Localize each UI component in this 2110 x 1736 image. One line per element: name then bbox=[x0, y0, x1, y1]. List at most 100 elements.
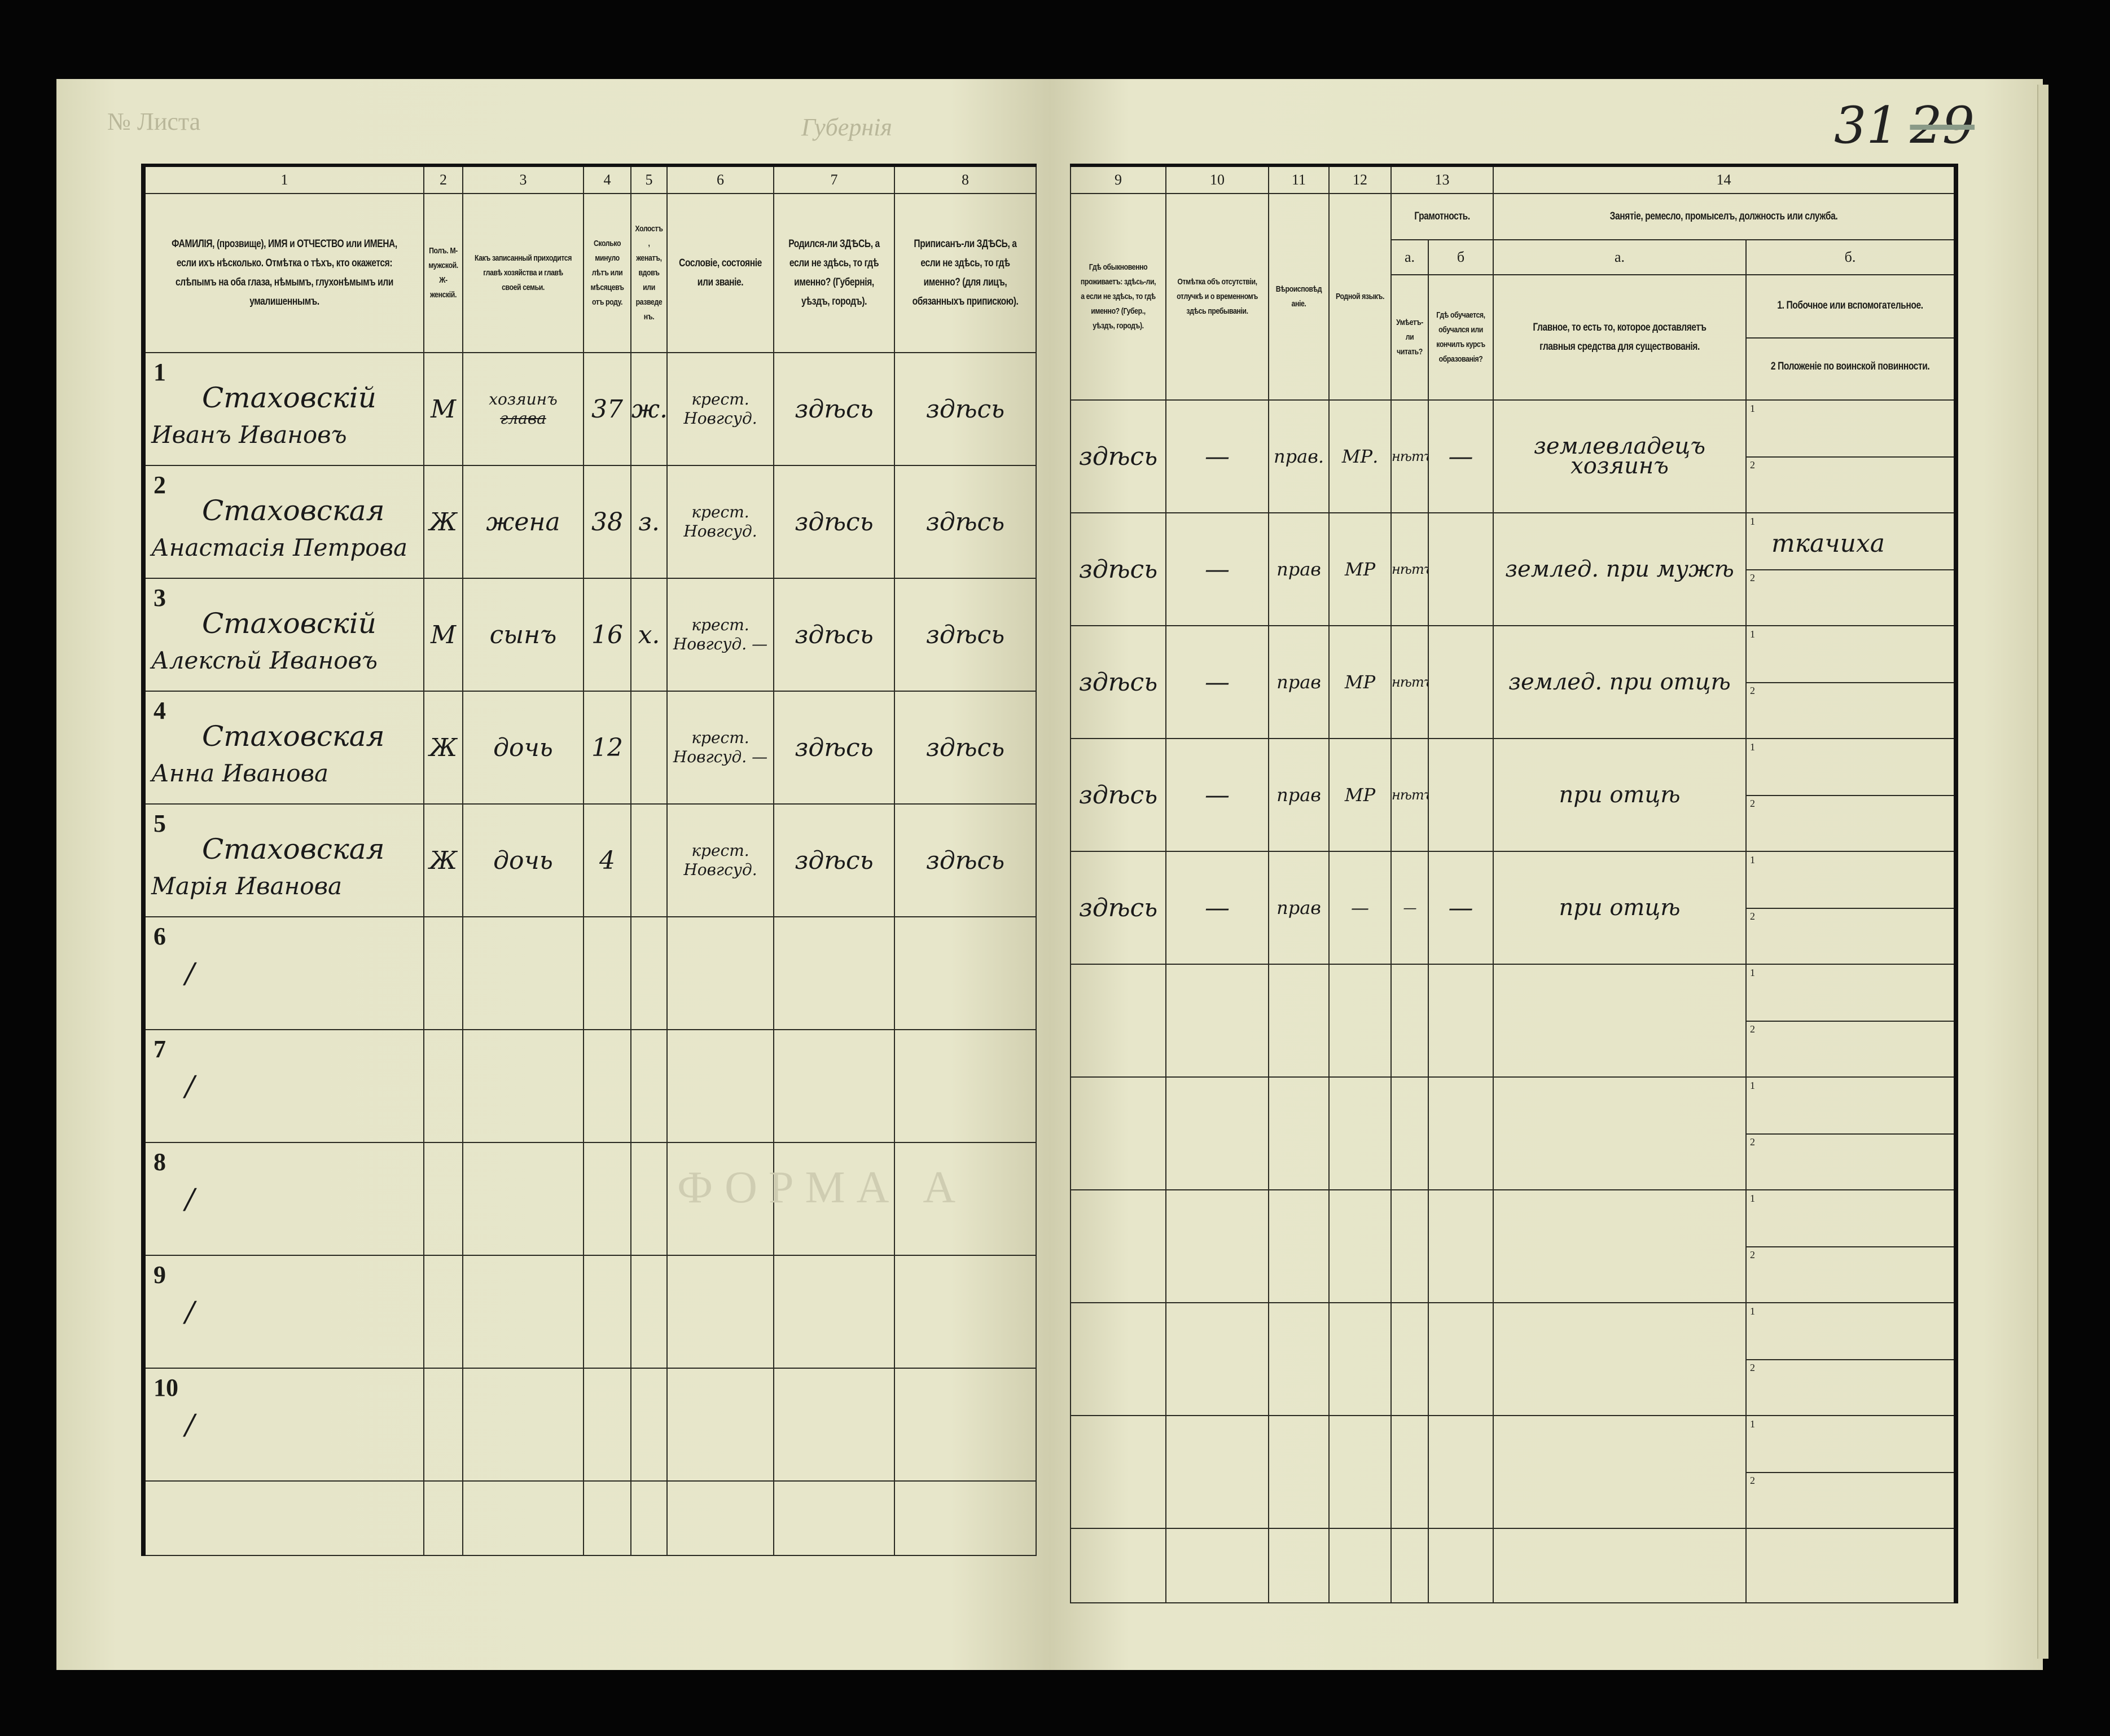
residence-cell bbox=[1070, 1076, 1166, 1190]
surname: Стаховская bbox=[202, 720, 385, 753]
column-number-row: 9 10 11 12 13 14 bbox=[1070, 165, 1957, 194]
column-header: Родился-ли ЗДѢСЬ, а если не здѣсь, то гд… bbox=[773, 193, 895, 353]
column-header: Приписанъ-ли ЗДѢСЬ, а если не здѣсь, то … bbox=[894, 193, 1037, 353]
blank-cell bbox=[630, 1480, 668, 1556]
subcolumn-text: Умѣетъ-ли читать? bbox=[1396, 318, 1423, 357]
occupation-value: при отцѣ bbox=[1559, 894, 1681, 921]
marital-cell: ж. bbox=[630, 352, 668, 466]
absence-cell bbox=[1165, 1302, 1269, 1416]
estate-cell: крест. Новгсуд. — bbox=[666, 578, 774, 692]
sub-marker-1: 1 bbox=[1750, 1193, 1755, 1204]
column-header: ФАМИЛІЯ, (прозвище), ИМЯ и ОТЧЕСТВО или … bbox=[143, 193, 424, 353]
marital-value: х. bbox=[638, 620, 660, 649]
marital-cell bbox=[630, 1029, 668, 1143]
row-number: 5 bbox=[153, 810, 166, 837]
column-number: 14 bbox=[1493, 165, 1957, 194]
marital-cell bbox=[630, 803, 668, 917]
literate-cell: нѣтъ bbox=[1390, 399, 1429, 513]
relation-value: дочь bbox=[493, 733, 553, 762]
sub-marker-1: 1 bbox=[1750, 403, 1755, 414]
subcolumn-text: 2 Положеніе по воинской повинности. bbox=[1770, 361, 1930, 372]
residence-value: здѣсь bbox=[1078, 555, 1158, 584]
column-header-text: Отмѣтка объ отсутствіи, отлучкѣ и о врем… bbox=[1177, 277, 1258, 316]
occupation-cell bbox=[1493, 964, 1747, 1078]
sub-marker-2: 2 bbox=[1750, 1023, 1755, 1035]
column-header: Сколько минуло лѣтъ или мѣсяцевъ отъ род… bbox=[583, 193, 631, 353]
literate-cell bbox=[1390, 964, 1429, 1078]
blank-cell bbox=[583, 1480, 631, 1556]
religion-cell bbox=[1268, 1302, 1330, 1416]
occupation-value: при отцѣ bbox=[1559, 781, 1681, 808]
literate-value: нѣтъ bbox=[1392, 674, 1428, 690]
given-name: Марія Иванова bbox=[151, 872, 343, 900]
marital-cell bbox=[630, 691, 668, 805]
registered-value: здѣсь bbox=[925, 620, 1005, 649]
registered-value: здѣсь bbox=[925, 507, 1005, 537]
census-table-right: 9 10 11 12 13 14 Гдѣ обыкновенно проживаетъ: з… bbox=[1070, 164, 1958, 1603]
born-cell: здѣсь bbox=[773, 578, 895, 692]
estate-cell: крест. Новгсуд. bbox=[666, 465, 774, 579]
age-value: 4 bbox=[599, 846, 615, 875]
absence-cell bbox=[1165, 1189, 1269, 1303]
marital-cell bbox=[630, 1368, 668, 1482]
literate-cell: нѣтъ bbox=[1390, 512, 1429, 626]
marital-cell bbox=[630, 1255, 668, 1369]
relation-cell bbox=[462, 1142, 584, 1256]
blank-cell bbox=[423, 1480, 463, 1556]
sub-marker-2: 2 bbox=[1750, 1136, 1755, 1148]
page-edge bbox=[2037, 85, 2048, 1659]
religion-cell bbox=[1268, 1189, 1330, 1303]
literate-cell: нѣтъ bbox=[1390, 738, 1429, 852]
column-header: Холостъ, женатъ, вдовъ или разведенъ. bbox=[630, 193, 668, 353]
divider bbox=[1747, 1246, 1954, 1247]
estate-cell bbox=[666, 1368, 774, 1482]
subcolumn-text: Гдѣ обучается, обучался или кончилъ курс… bbox=[1436, 310, 1485, 364]
language-cell bbox=[1328, 1415, 1392, 1529]
absence-cell: — bbox=[1165, 851, 1269, 965]
divider bbox=[1747, 569, 1954, 570]
subcolumn-text: 1. Побочное или вспомогательное. bbox=[1777, 300, 1923, 311]
column-number: 9 bbox=[1070, 165, 1166, 194]
column-number: 13 bbox=[1390, 165, 1494, 194]
born-cell bbox=[773, 1255, 895, 1369]
age-value: 37 bbox=[591, 394, 623, 424]
sub-marker-2: 2 bbox=[1750, 459, 1755, 471]
blank-cell bbox=[1493, 1528, 1747, 1603]
row-number: 4 bbox=[153, 697, 166, 724]
column-number: 4 bbox=[583, 165, 631, 194]
relation-cell bbox=[462, 1029, 584, 1143]
relation-cell: жена bbox=[462, 465, 584, 579]
absence-cell: — bbox=[1165, 399, 1269, 513]
page-number-struck: 29 bbox=[1910, 96, 1975, 155]
occupation-value: землевладецъ хозяинъ bbox=[1534, 433, 1705, 479]
census-row: здѣсь — прав. МР. нѣтъ — землевладецъ хозяинъ 1… bbox=[1070, 399, 1957, 513]
language-value: МР bbox=[1344, 671, 1376, 693]
born-cell: здѣсь bbox=[773, 465, 895, 579]
given-name: Анна Иванова bbox=[151, 759, 329, 787]
religion-value: прав bbox=[1276, 784, 1321, 806]
column-number: 10 bbox=[1165, 165, 1269, 194]
sex-cell bbox=[423, 1029, 463, 1143]
occupation-cell bbox=[1493, 1076, 1747, 1190]
residence-value: здѣсь bbox=[1078, 667, 1158, 697]
age-cell bbox=[583, 916, 631, 1030]
born-cell: здѣсь bbox=[773, 803, 895, 917]
faint-watermark: ФОРМА А bbox=[677, 1163, 967, 1212]
subcolumn-text-slot: 2 Положеніе по воинской повинности. bbox=[1747, 336, 1954, 397]
subcolumn-header: Умѣетъ-ли читать? bbox=[1390, 274, 1429, 401]
column-header-text: Сословіе, состояніе или званіе. bbox=[679, 257, 762, 288]
sex-value: Ж bbox=[429, 507, 458, 537]
registered-cell bbox=[894, 1142, 1037, 1256]
born-cell bbox=[773, 916, 895, 1030]
name-cell: 5 Стаховская Марія Иванова bbox=[143, 803, 424, 917]
blank-cell bbox=[1428, 1528, 1494, 1603]
name-cell: 4 Стаховская Анна Иванова bbox=[143, 691, 424, 805]
religion-cell: прав bbox=[1268, 512, 1330, 626]
census-row: 9/ bbox=[143, 1255, 1037, 1369]
